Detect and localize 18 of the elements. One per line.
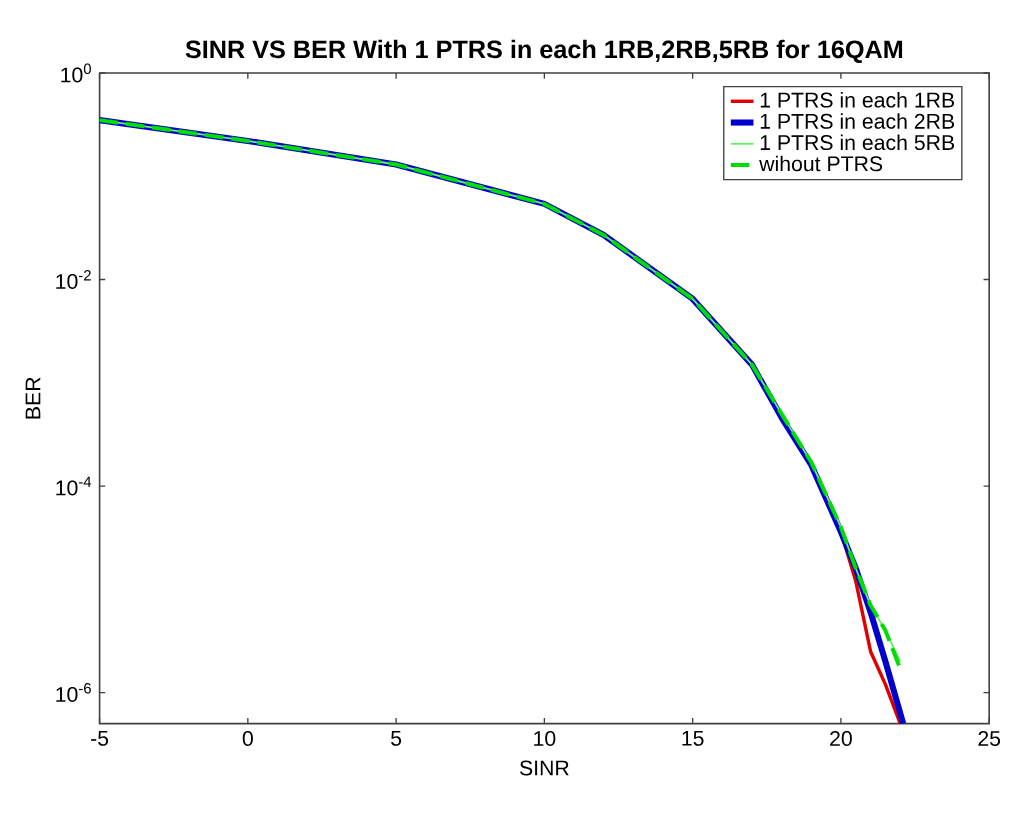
y-axis-title: BER <box>25 377 41 419</box>
y-tick-label: 10$^{-2}$ <box>56 270 91 290</box>
x-tick-label: 20 <box>830 731 852 747</box>
x-tick-label: 5 <box>391 731 402 747</box>
x-tick-label: 0 <box>242 731 253 747</box>
legend-label: 1 PTRS in each 5RB <box>760 134 955 151</box>
legend-label: 1 PTRS in each 2RB <box>760 113 955 130</box>
chart-title: SINR VS BER With 1 PTRS in each 1RB,2RB,5RB for 16QAM <box>185 39 903 64</box>
x-tick-label: 15 <box>682 731 704 747</box>
y-tick-label: 10$^{-6}$ <box>56 683 91 703</box>
x-tick-label: -5 <box>91 731 109 747</box>
legend-label: wihout PTRS <box>759 155 883 172</box>
legend-label: 1 PTRS in each 1RB <box>760 92 955 108</box>
y-tick-label: 10$^{0}$ <box>61 63 91 83</box>
y-tick-label: 10$^{-4}$ <box>56 476 92 496</box>
x-tick-label: 10 <box>534 731 556 747</box>
x-axis-title: SINR <box>519 760 569 776</box>
x-tick-label: 25 <box>978 731 1001 747</box>
